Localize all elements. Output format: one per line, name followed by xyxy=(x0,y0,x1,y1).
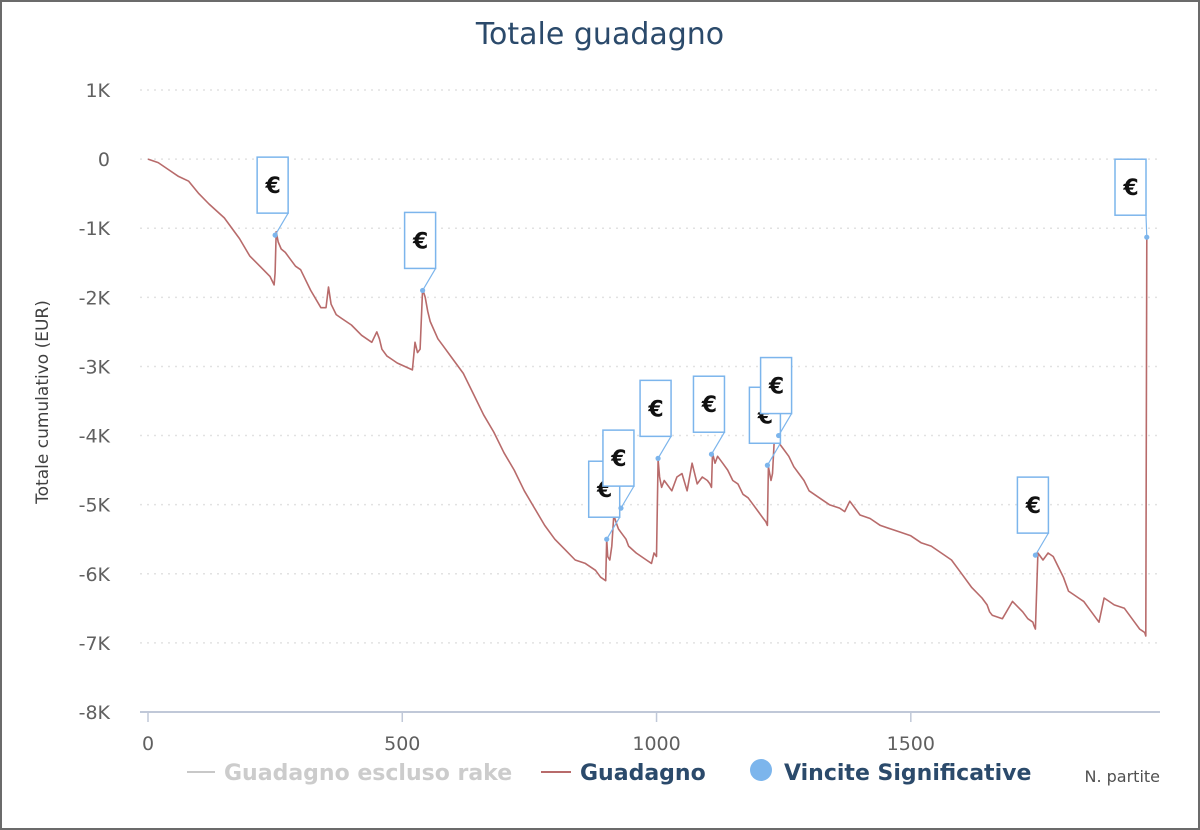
legend-item-guadagno[interactable]: Guadagno xyxy=(541,761,706,786)
win-marker-stem xyxy=(1145,215,1148,238)
y-tick-label: -6K xyxy=(79,564,111,586)
win-marker-point xyxy=(618,505,624,511)
win-marker-point xyxy=(420,287,426,294)
y-axis-label: Totale cumulativo (EUR) xyxy=(33,300,53,505)
y-tick-label: -3K xyxy=(79,356,111,378)
win-marker-flag xyxy=(602,429,635,487)
win-marker[interactable]: € xyxy=(1114,158,1150,240)
chart-title: Totale guadagno xyxy=(475,17,724,52)
euro-icon: € xyxy=(647,397,663,422)
win-marker-flag xyxy=(403,211,437,270)
y-tick-label: 0 xyxy=(98,149,110,171)
euro-icon: € xyxy=(1025,494,1041,519)
grid xyxy=(140,89,1160,644)
x-tick-label: 500 xyxy=(384,733,420,755)
legend-label-guadagno: Guadagno xyxy=(580,761,706,786)
win-marker-point xyxy=(272,232,278,238)
x-axis-label: N. partite xyxy=(1084,767,1160,786)
win-marker-stem xyxy=(274,212,289,236)
y-tick-label: -2K xyxy=(79,287,111,309)
x-axis-ticks: 0 500 1000 1500 xyxy=(142,712,935,755)
win-marker-point xyxy=(604,536,610,542)
series-line-guadagno[interactable] xyxy=(147,158,1149,637)
y-tick-label: -8K xyxy=(79,702,111,724)
win-marker[interactable]: € xyxy=(1016,476,1050,558)
y-tick-label: 1K xyxy=(85,80,110,102)
win-marker-point xyxy=(764,462,771,468)
win-marker-flag xyxy=(1114,158,1147,216)
win-marker[interactable]: € xyxy=(587,460,621,542)
win-marker-stem xyxy=(606,516,621,540)
win-marker-point xyxy=(1032,552,1039,558)
win-marker[interactable]: € xyxy=(639,379,672,461)
y-tick-label: -4K xyxy=(79,426,111,448)
y-axis-ticks: 1K 0 -1K -2K -3K -4K -5K -6K -7K -8K xyxy=(79,80,111,724)
win-marker-point xyxy=(1144,234,1150,240)
euro-icon: € xyxy=(701,393,717,418)
legend-label-vincite-significative: Vincite Significative xyxy=(784,761,1031,786)
euro-icon: € xyxy=(768,375,784,400)
win-marker-stem xyxy=(657,436,672,459)
win-marker[interactable]: € xyxy=(602,429,635,511)
x-tick-label: 1500 xyxy=(887,733,935,755)
y-tick-label: -1K xyxy=(79,218,111,240)
markers-layer: €€€€€ € €€€€ xyxy=(256,156,1150,558)
euro-icon: € xyxy=(610,447,626,472)
euro-icon: € xyxy=(412,229,428,254)
win-marker-stem xyxy=(620,485,635,509)
win-marker[interactable]: € xyxy=(759,356,793,439)
win-marker-stem xyxy=(1034,532,1049,556)
win-marker-stem xyxy=(778,413,793,436)
legend-label-guadagno-escluso-rake: Guadagno escluso rake xyxy=(224,761,512,786)
win-marker-flag xyxy=(639,379,672,438)
win-marker-point xyxy=(708,451,715,457)
win-marker-stem xyxy=(710,431,725,455)
win-marker-flag xyxy=(256,156,289,214)
series-layer xyxy=(147,158,1149,637)
win-marker[interactable]: € xyxy=(403,211,437,294)
win-marker[interactable]: € xyxy=(692,375,726,457)
x-tick-label: 1000 xyxy=(632,733,680,755)
win-marker-point xyxy=(775,432,782,439)
legend-dot-vincite-significative xyxy=(750,759,772,781)
win-marker-flag xyxy=(759,356,793,415)
legend-item-vincite-significative[interactable]: Vincite Significative xyxy=(750,759,1031,786)
win-marker-point xyxy=(655,455,661,461)
euro-icon: € xyxy=(1122,176,1138,201)
legend: Guadagno escluso rake Guadagno Vincite S… xyxy=(187,759,1031,786)
win-marker[interactable]: € xyxy=(256,156,289,238)
x-tick-label: 0 xyxy=(142,733,154,755)
win-marker-stem xyxy=(422,268,437,291)
y-tick-label: -5K xyxy=(79,495,111,517)
win-marker-stem xyxy=(766,442,781,466)
win-marker-flag xyxy=(1016,476,1050,534)
legend-item-guadagno-escluso-rake[interactable]: Guadagno escluso rake xyxy=(187,761,512,786)
euro-icon: € xyxy=(264,174,280,199)
win-marker-flag xyxy=(692,375,726,433)
y-tick-label: -7K xyxy=(79,633,111,655)
